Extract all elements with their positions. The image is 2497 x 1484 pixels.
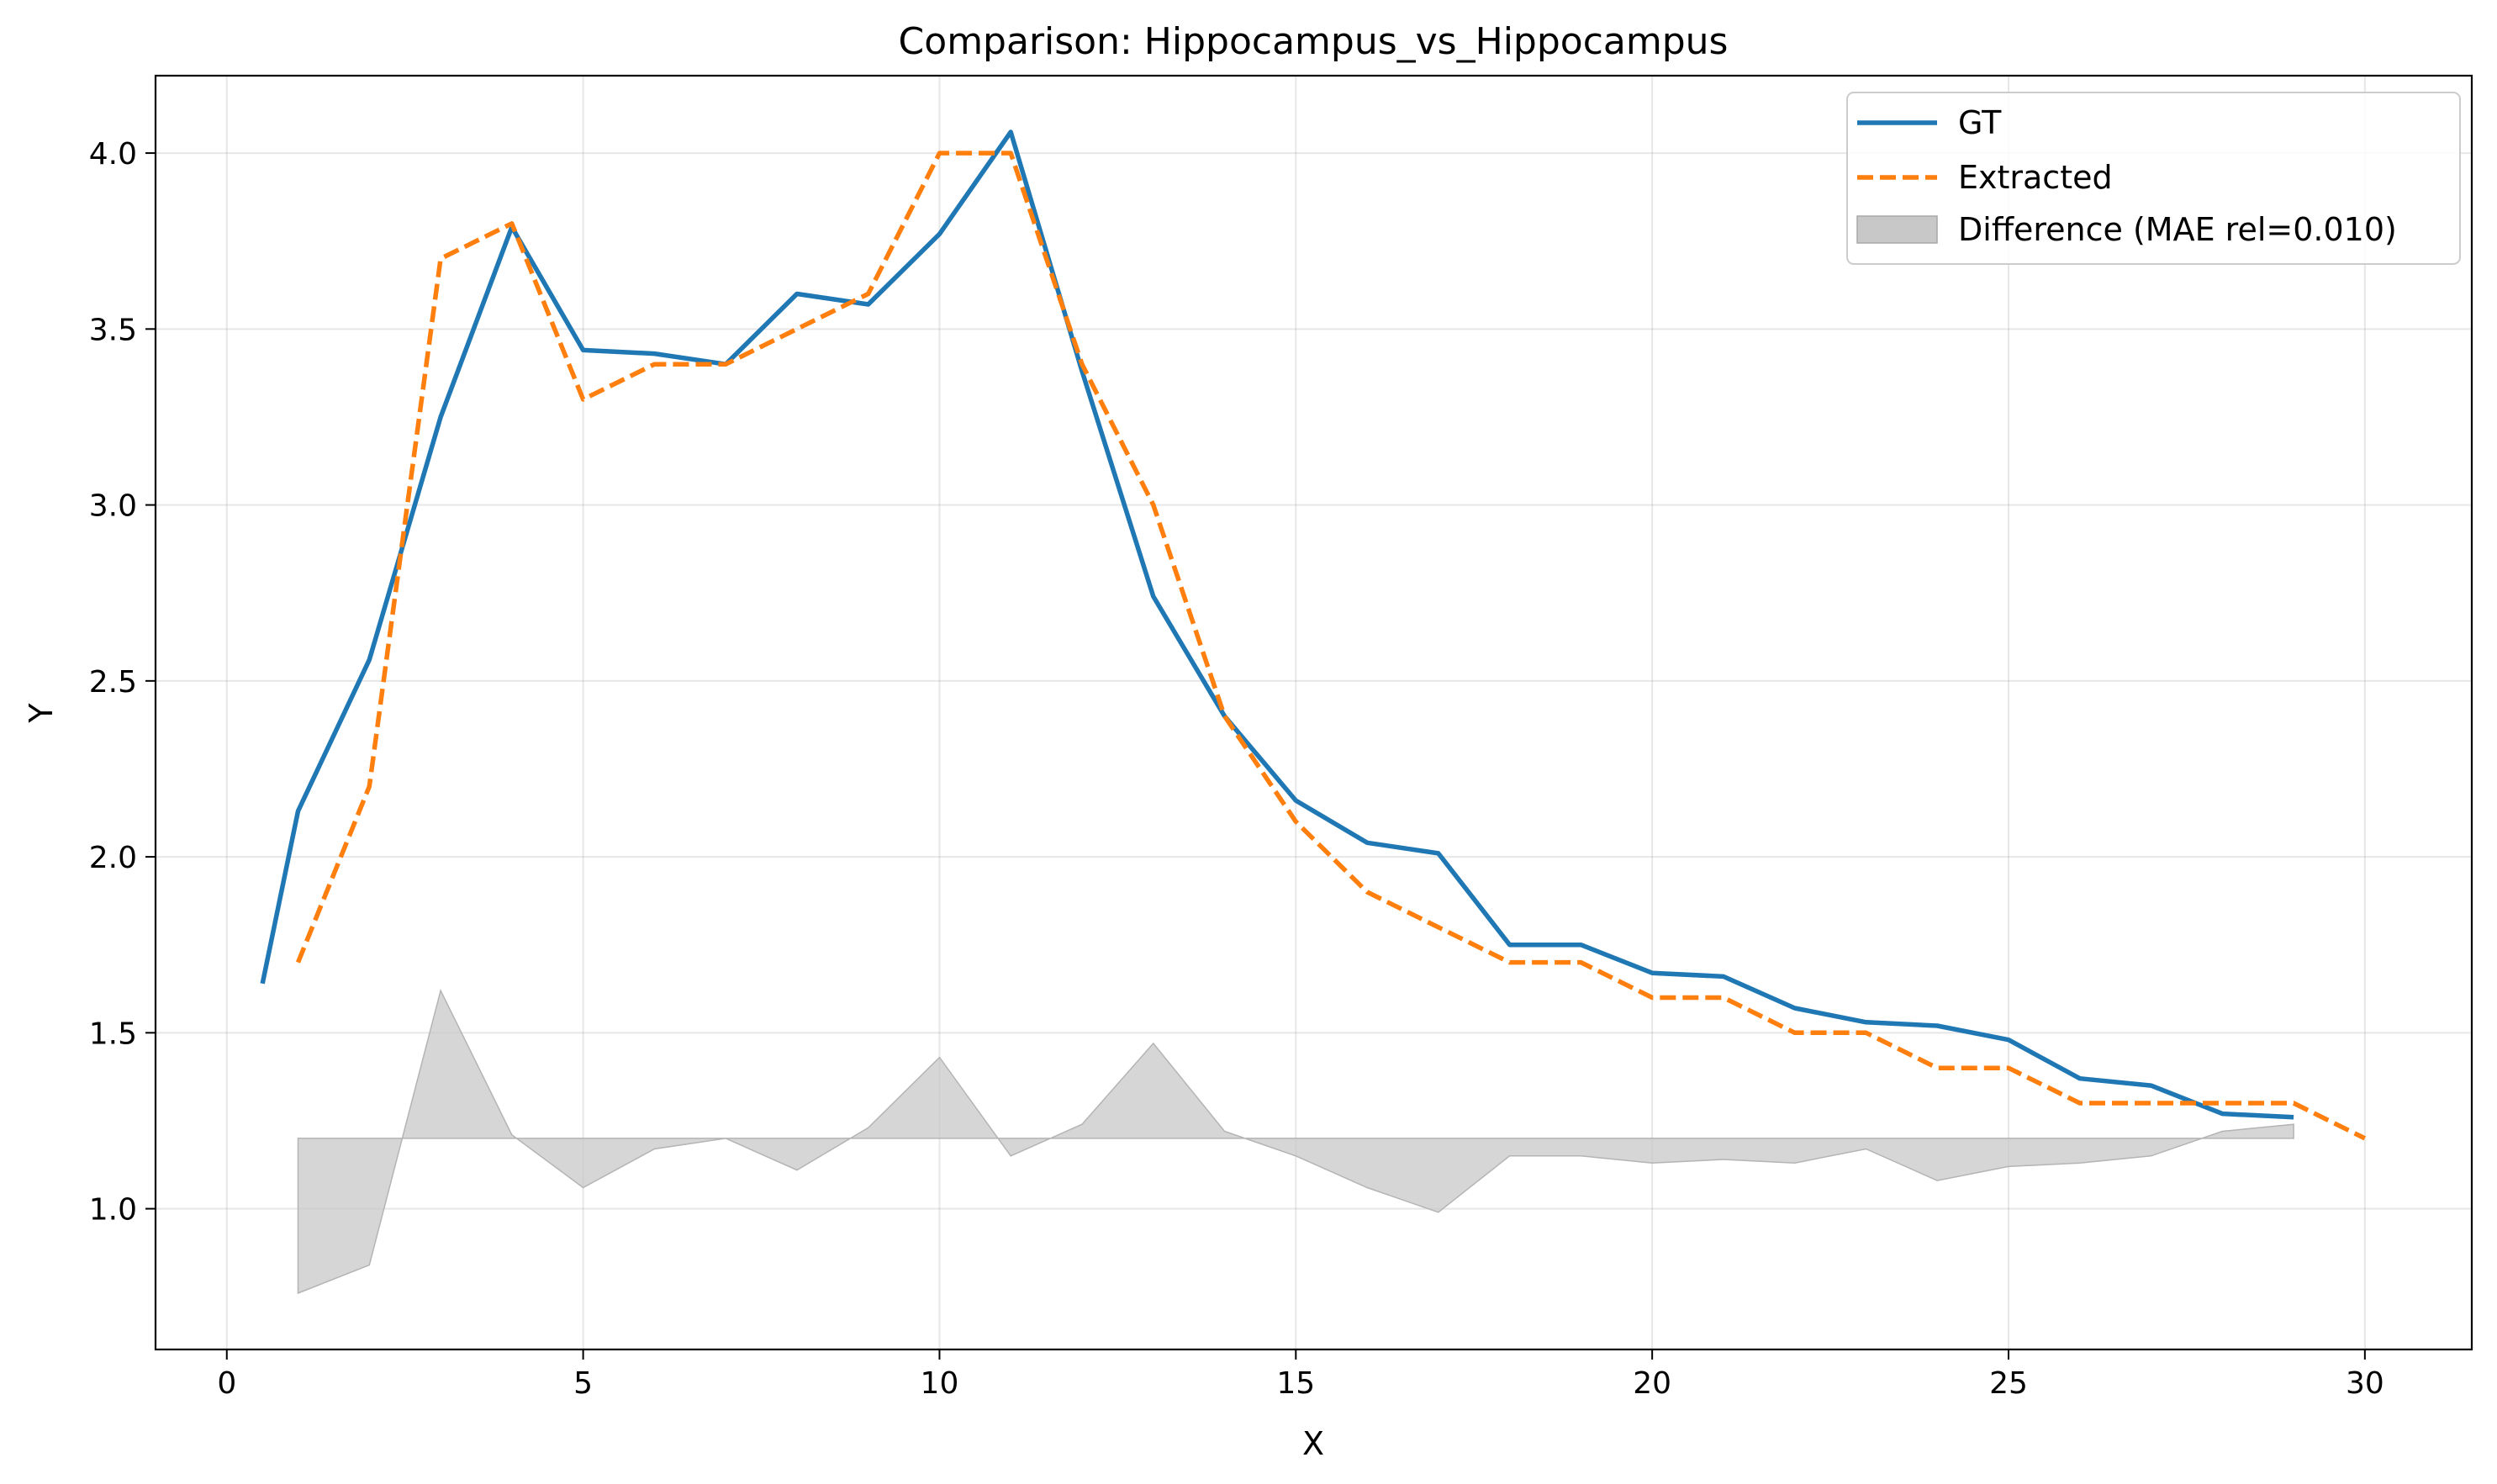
legend-gt-label: GT — [1958, 104, 2002, 141]
x-tick-label: 10 — [921, 1366, 959, 1401]
x-tick-label: 20 — [1633, 1366, 1671, 1401]
x-tick-label: 5 — [573, 1366, 593, 1401]
x-tick-label: 30 — [2346, 1366, 2384, 1401]
y-tick-label: 4.0 — [89, 137, 137, 172]
y-axis: 1.0 1.5 2.0 2.5 3.0 3.5 4.0 — [89, 137, 156, 1228]
plot-frame — [154, 74, 2473, 1351]
x-tick-label: 0 — [217, 1366, 236, 1401]
chart-title: Comparison: Hippocampus_vs_Hippocampus — [899, 20, 1729, 63]
y-tick-label: 2.0 — [89, 841, 137, 875]
x-axis: 0 5 10 15 20 25 30 — [217, 1349, 2384, 1401]
y-tick-label: 1.0 — [89, 1193, 137, 1228]
x-axis-label: X — [1302, 1425, 1324, 1462]
y-tick-label: 2.5 — [89, 665, 137, 700]
y-tick-label: 3.0 — [89, 489, 137, 524]
legend: GT Extracted Difference (MAE rel=0.010) — [1846, 92, 2461, 265]
legend-extracted-label: Extracted — [1958, 159, 2113, 196]
x-tick-label: 15 — [1276, 1366, 1315, 1401]
difference-area — [297, 988, 2294, 1295]
series-lines-layer — [260, 129, 2367, 1141]
x-tick-label: 25 — [1989, 1366, 2028, 1401]
legend-box — [1846, 92, 2461, 265]
y-tick-label: 3.5 — [89, 313, 137, 347]
extracted-series-line — [295, 151, 2367, 1141]
legend-difference-label: Difference (MAE rel=0.010) — [1958, 211, 2397, 248]
difference-area-layer — [297, 988, 2294, 1295]
legend-difference-swatch — [1856, 215, 1938, 244]
y-tick-label: 1.5 — [89, 1017, 137, 1051]
gt-series-line — [260, 129, 2294, 1120]
y-axis-label: Y — [23, 703, 60, 724]
